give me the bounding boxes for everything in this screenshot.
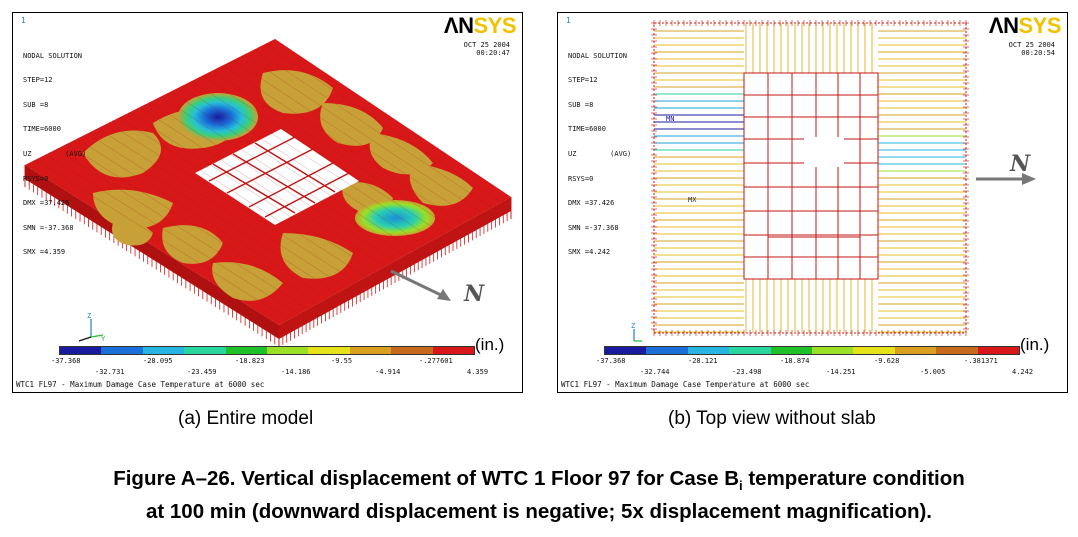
info-line: RSYS=0 — [23, 174, 49, 183]
window-number: 1 — [566, 16, 571, 25]
legend-swatch — [977, 347, 1020, 354]
figure-caption: Figure A–26. Vertical displacement of WT… — [0, 466, 1078, 525]
legend-swatch — [432, 347, 475, 354]
legend-swatch — [605, 347, 647, 354]
tick-label: -4.914 — [375, 368, 401, 376]
tick-label: -32.744 — [640, 368, 670, 376]
info-line: NODAL SOLUTION — [23, 51, 83, 60]
tick-label: -37.368 — [596, 357, 626, 365]
axis-triad-icon: Z Y — [78, 313, 106, 343]
legend-swatch — [729, 347, 771, 354]
mn-label: MN — [666, 115, 674, 123]
tick-label: 4.359 — [467, 368, 489, 376]
plot-date: OCT 25 2004 — [463, 41, 510, 49]
plot-info-block: 1 NODAL SOLUTION STEP=12 SUB =8 TIME=600… — [566, 16, 632, 273]
ansys-logo: ΛNSYS — [443, 13, 517, 38]
plot-footer-title: WTC1 FL97 - Maximum Damage Case Temperat… — [561, 380, 810, 389]
north-label: N — [1010, 151, 1031, 177]
mx-label: MX — [688, 196, 697, 204]
legend-ticks: -37.368 -28.121 -18.874 -9.628 -.381371 … — [596, 357, 1044, 379]
info-line: SMX =4.242 — [568, 248, 611, 257]
info-line: NODAL SOLUTION — [568, 51, 628, 60]
info-line: STEP=12 — [23, 76, 53, 85]
tick-label: -9.55 — [331, 357, 353, 365]
ansys-logo: ΛNSYS — [988, 13, 1062, 38]
info-line: TIME=6000 — [568, 125, 606, 134]
legend-swatch — [60, 347, 102, 354]
timestamp: OCT 25 2004 00:20:54 — [1009, 41, 1055, 58]
legend-swatch — [894, 347, 937, 354]
legend-swatch — [308, 347, 350, 354]
tick-label: -9.628 — [874, 357, 900, 365]
legend-swatch — [184, 347, 226, 354]
units-label: (in.) — [475, 335, 505, 354]
tick-label: -.381371 — [964, 357, 998, 365]
legend-swatch — [853, 347, 895, 354]
top-view-contour-plot: MN MX — [651, 20, 1036, 336]
tick-label: -23.498 — [732, 368, 762, 376]
info-line: DMX =37.426 — [568, 199, 615, 208]
panel-entire-model: 1 NODAL SOLUTION STEP=12 SUB =8 TIME=600… — [12, 12, 523, 393]
plot-time: 00:20:54 — [1021, 49, 1055, 58]
timestamp: OCT 25 2004 00:20:47 — [464, 41, 510, 58]
info-line: UZ (AVG) — [23, 150, 87, 159]
tick-label: -14.186 — [281, 368, 311, 376]
legend-swatch — [349, 347, 392, 354]
tick-label: -14.251 — [826, 368, 856, 376]
tick-label: -18.874 — [780, 357, 810, 365]
color-legend-bar — [604, 346, 1020, 355]
legend-swatch — [812, 347, 854, 354]
legend-swatch — [936, 347, 978, 354]
info-line: TIME=6000 — [23, 125, 61, 134]
window-number: 1 — [21, 16, 26, 25]
info-line: DMX =37.426 — [23, 199, 70, 208]
tick-label: -32.731 — [95, 368, 125, 376]
legend-swatch — [770, 347, 813, 354]
info-line: SUB =8 — [568, 100, 594, 109]
info-line: SMN =-37.368 — [23, 223, 74, 232]
tick-label: -37.368 — [51, 357, 81, 365]
axis-triad-icon: Z — [631, 322, 642, 342]
info-line: UZ (AVG) — [568, 150, 632, 159]
figure-caption-line1: Figure A–26. Vertical displacement of WT… — [113, 467, 965, 494]
tick-label: -18.823 — [235, 357, 265, 365]
legend-swatch — [687, 347, 730, 354]
tick-label: -.277601 — [419, 357, 453, 365]
plot-date: OCT 25 2004 — [1008, 41, 1055, 49]
svg-text:Z: Z — [87, 313, 91, 320]
north-label: N — [464, 281, 485, 307]
legend-swatch — [101, 347, 143, 354]
legend-ticks: -37.368 -28.095 -18.823 -9.55 -.277601 -… — [51, 357, 499, 379]
plot-footer-title: WTC1 FL97 - Maximum Damage Case Temperat… — [16, 380, 265, 389]
legend-swatch — [225, 347, 268, 354]
legend-swatch — [142, 347, 185, 354]
subfigure-caption-b: (b) Top view without slab — [668, 408, 876, 429]
tick-label: 4.242 — [1012, 368, 1034, 376]
plot-time: 00:20:47 — [476, 49, 510, 58]
info-line: SMN =-37.368 — [568, 223, 619, 232]
info-line: STEP=12 — [568, 76, 598, 85]
units-label: (in.) — [1020, 335, 1050, 354]
legend-swatch — [391, 347, 433, 354]
subfigure-caption-a: (a) Entire model — [178, 408, 314, 429]
info-line: RSYS=0 — [568, 174, 594, 183]
plot-info-block: 1 NODAL SOLUTION STEP=12 SUB =8 TIME=600… — [21, 16, 87, 273]
legend-swatch — [267, 347, 309, 354]
info-line: SMX =4.359 — [23, 248, 66, 257]
figure-caption-line2: at 100 min (downward displacement is neg… — [145, 500, 933, 524]
info-line: SUB =8 — [23, 100, 49, 109]
tick-label: -28.121 — [688, 357, 718, 365]
color-legend-bar — [59, 346, 475, 355]
tick-label: -5.005 — [920, 368, 946, 376]
svg-text:Y: Y — [101, 335, 106, 343]
tick-label: -28.095 — [143, 357, 173, 365]
entire-model-contour-plot — [24, 39, 512, 347]
legend-swatch — [646, 347, 688, 354]
tick-label: -23.459 — [187, 368, 217, 376]
svg-text:Z: Z — [631, 322, 635, 330]
panel-top-view: MN MX 1 NODAL SOLUTION STEP=12 SUB =8 TI… — [557, 12, 1068, 393]
